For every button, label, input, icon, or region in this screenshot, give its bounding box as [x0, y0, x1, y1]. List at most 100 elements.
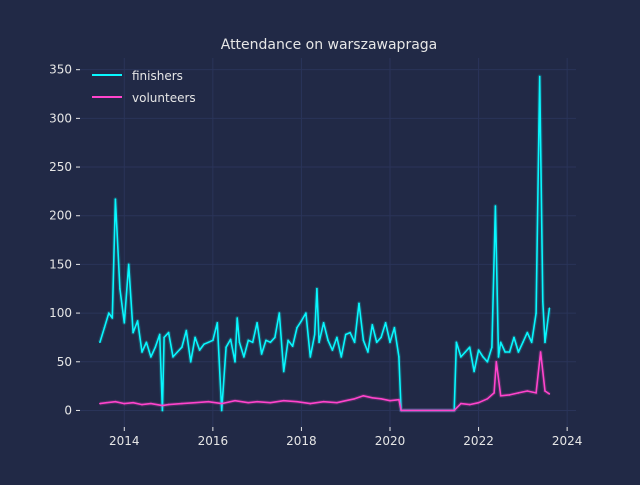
data-point-volunteers: [336, 401, 338, 404]
data-point-volunteers: [132, 401, 134, 404]
data-point-volunteers: [181, 402, 183, 405]
data-point-volunteers: [150, 402, 152, 405]
y-tick-label: 50: [57, 355, 72, 369]
y-tick-label: 350: [49, 63, 72, 77]
data-point-finishers: [535, 312, 537, 314]
data-point-volunteers: [161, 404, 164, 407]
data-point-finishers: [482, 356, 484, 358]
data-point-finishers: [504, 351, 506, 353]
data-point-finishers: [238, 341, 241, 344]
data-point-finishers: [336, 336, 338, 339]
y-tick-label: 150: [49, 257, 72, 271]
data-point-volunteers: [493, 392, 495, 394]
data-point-finishers: [260, 353, 263, 355]
data-point-finishers: [473, 370, 475, 373]
data-point-volunteers: [371, 397, 374, 399]
data-point-finishers: [278, 312, 281, 314]
data-point-volunteers: [234, 399, 236, 402]
data-point-finishers: [247, 339, 250, 342]
data-point-finishers: [371, 324, 374, 326]
data-point-finishers: [530, 341, 533, 344]
data-point-finishers: [548, 307, 551, 310]
data-point-finishers: [154, 346, 157, 349]
data-point-finishers: [340, 356, 343, 358]
data-point-finishers: [296, 326, 298, 329]
legend-label-finishers: finishers: [132, 69, 183, 83]
data-point-finishers: [494, 205, 497, 207]
data-point-volunteers: [194, 401, 196, 404]
y-tick-label: 100: [49, 306, 72, 320]
legend: finishers volunteers: [92, 69, 196, 105]
legend-label-volunteers: volunteers: [132, 91, 196, 105]
series-line-volunteers: [99, 351, 550, 412]
data-point-volunteers: [99, 402, 101, 405]
data-point-finishers: [322, 322, 325, 324]
data-point-finishers: [119, 287, 121, 290]
data-point-finishers: [468, 346, 471, 349]
data-point-finishers: [251, 341, 254, 344]
data-point-finishers: [305, 312, 307, 314]
data-point-finishers: [464, 351, 467, 353]
x-tick-label: 2016: [198, 434, 229, 448]
data-point-volunteers: [362, 395, 365, 397]
data-point-finishers: [300, 320, 303, 322]
data-point-volunteers: [296, 400, 298, 403]
data-point-finishers: [163, 336, 165, 339]
data-point-finishers: [344, 333, 347, 336]
data-point-volunteers: [141, 403, 143, 406]
data-point-volunteers: [539, 351, 542, 353]
data-point-finishers: [367, 351, 369, 353]
data-point-finishers: [455, 341, 458, 344]
data-point-finishers: [141, 351, 143, 353]
data-point-volunteers: [207, 400, 210, 403]
data-point-volunteers: [220, 402, 223, 405]
data-point-finishers: [194, 336, 196, 339]
data-point-finishers: [220, 409, 223, 412]
data-point-volunteers: [389, 399, 391, 402]
data-point-finishers: [375, 341, 378, 344]
data-point-finishers: [499, 341, 502, 344]
data-point-finishers: [203, 343, 205, 346]
x-tick-label: 2020: [375, 434, 406, 448]
data-point-finishers: [243, 356, 245, 358]
data-point-finishers: [538, 75, 541, 78]
data-point-finishers: [358, 302, 360, 305]
data-point-finishers: [522, 341, 524, 344]
data-point-finishers: [158, 333, 161, 336]
data-point-finishers: [99, 341, 101, 344]
data-point-finishers: [234, 361, 236, 363]
data-point-finishers: [176, 351, 179, 353]
data-point-finishers: [316, 287, 318, 290]
data-point-finishers: [331, 349, 334, 351]
data-point-finishers: [477, 349, 480, 351]
data-point-volunteers: [535, 392, 537, 394]
data-point-finishers: [291, 345, 294, 348]
data-point-finishers: [108, 312, 110, 314]
data-point-finishers: [460, 356, 462, 358]
data-point-volunteers: [309, 402, 312, 405]
data-point-volunteers: [322, 400, 325, 403]
x-tick-label: 2024: [552, 434, 583, 448]
data-point-volunteers: [517, 392, 520, 394]
data-point-volunteers: [256, 400, 258, 403]
data-point-volunteers: [114, 400, 117, 403]
data-point-finishers: [150, 356, 152, 358]
data-point-finishers: [181, 346, 183, 349]
data-point-finishers: [274, 336, 276, 339]
data-point-finishers: [353, 341, 356, 344]
data-point-volunteers: [282, 399, 285, 402]
data-point-finishers: [185, 329, 188, 332]
data-point-finishers: [167, 331, 170, 334]
data-point-finishers: [526, 331, 529, 334]
data-point-finishers: [132, 331, 134, 334]
data-point-volunteers: [269, 401, 272, 404]
data-point-finishers: [212, 339, 214, 342]
grid: [80, 58, 576, 427]
y-tick-label: 0: [64, 403, 72, 417]
data-point-volunteers: [247, 401, 250, 404]
data-point-finishers: [225, 346, 227, 349]
data-point-volunteers: [105, 401, 108, 404]
data-point-finishers: [513, 336, 515, 339]
